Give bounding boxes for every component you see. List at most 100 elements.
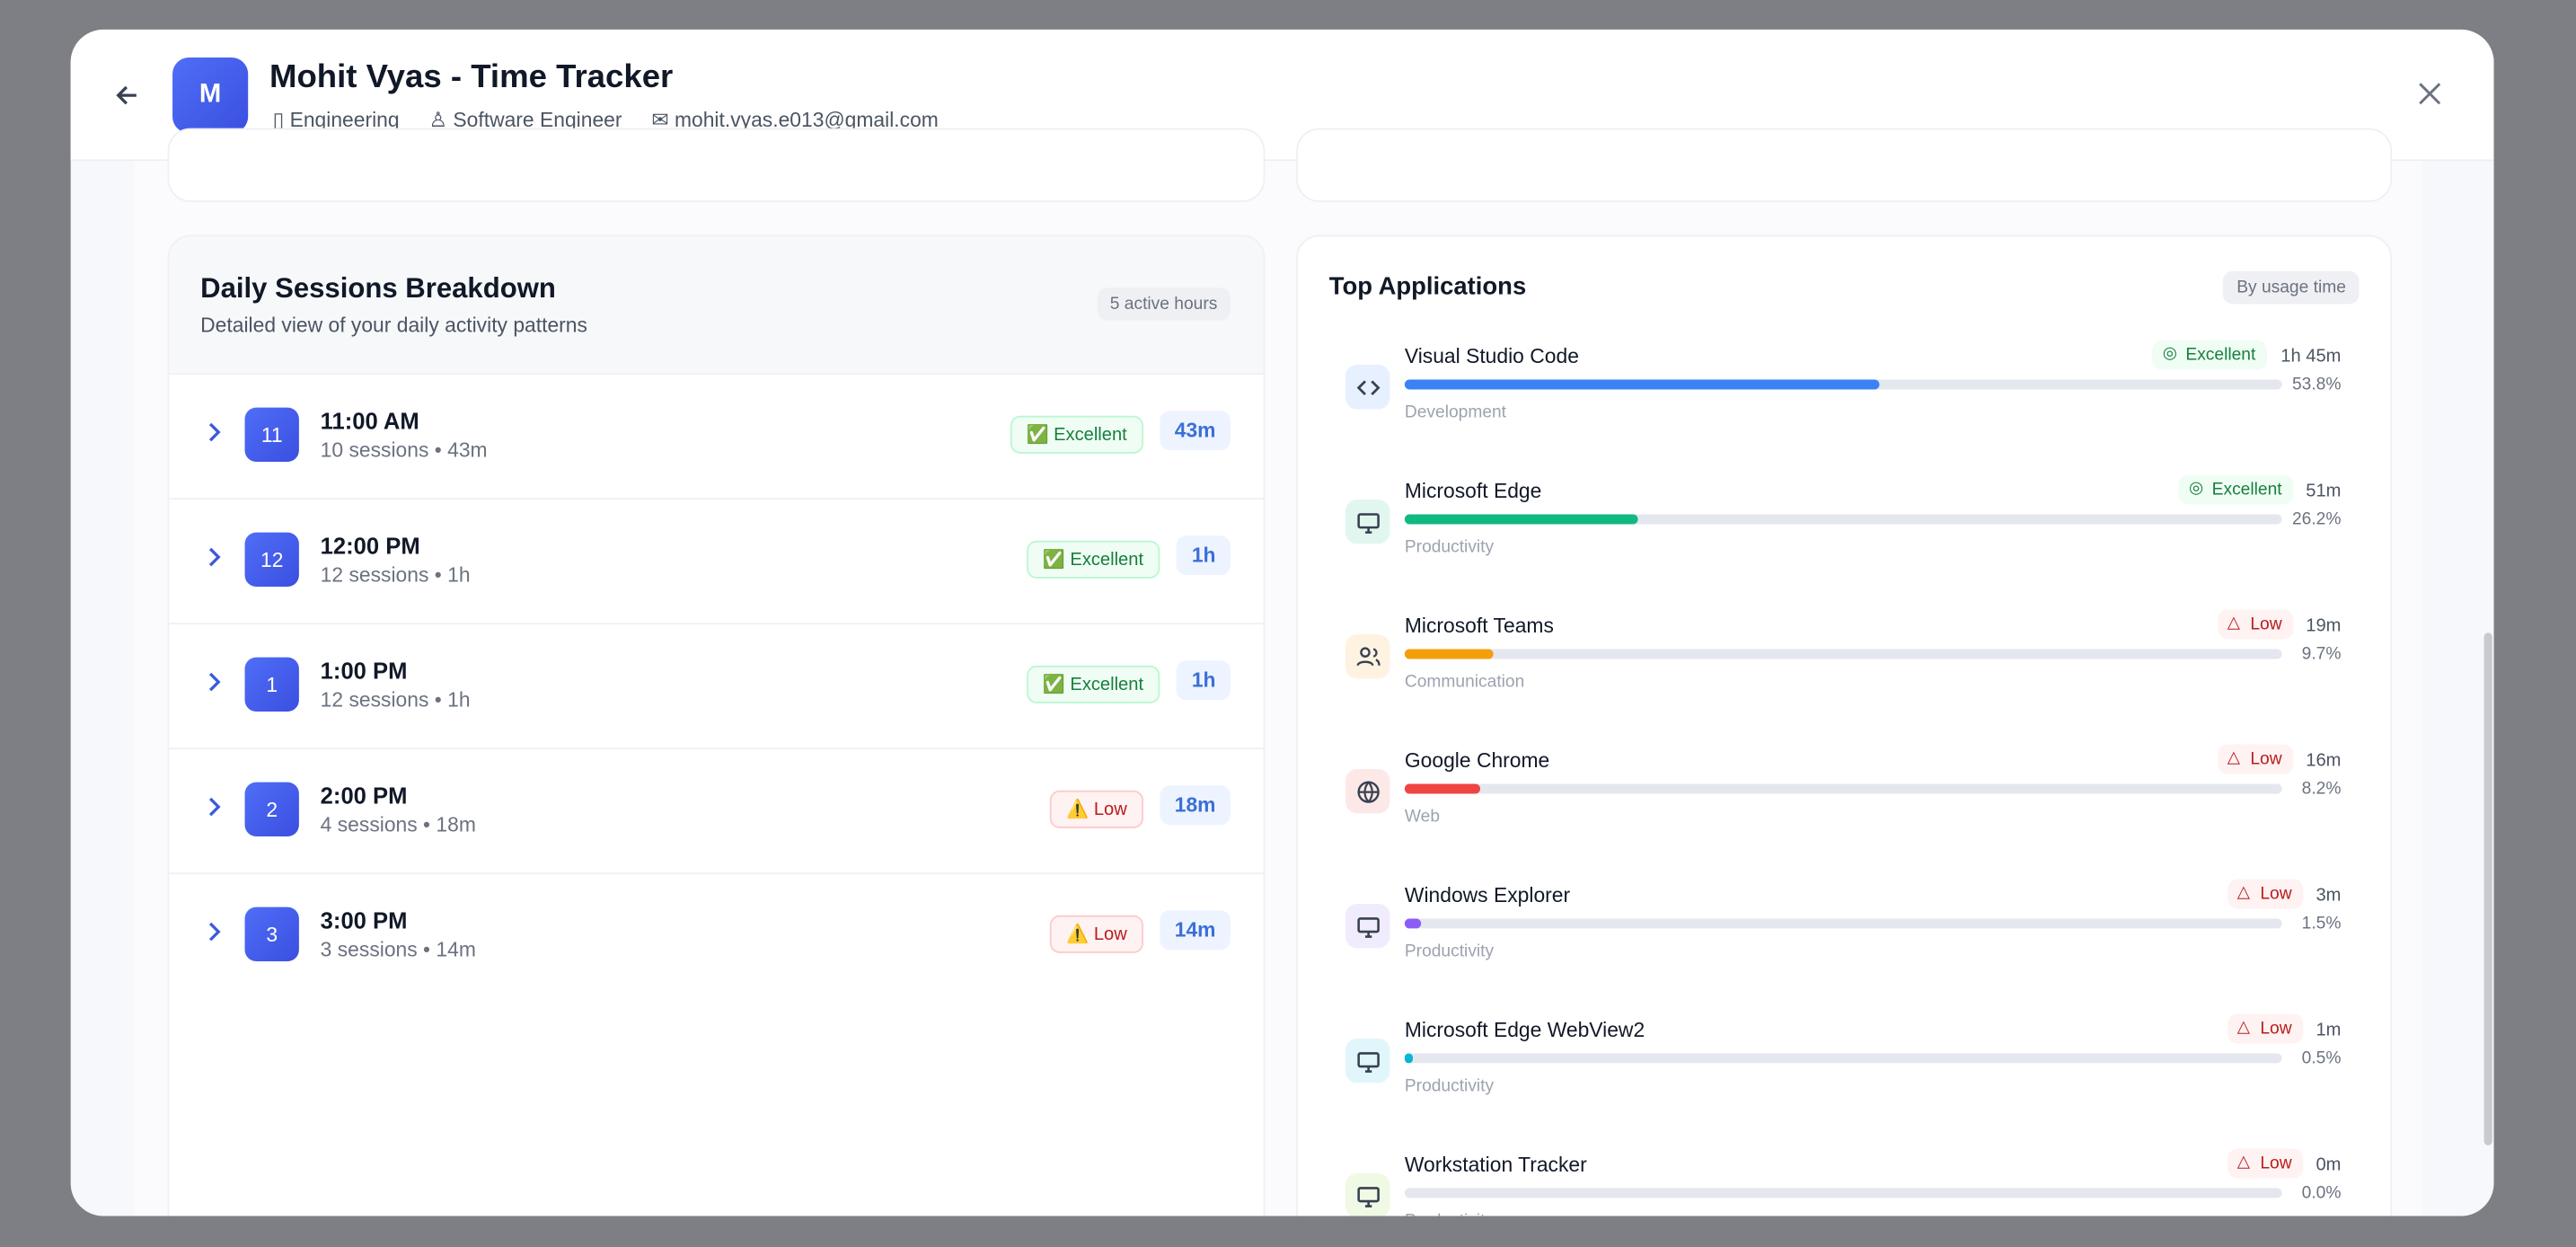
app-bar-track [1404,918,2282,929]
app-category: Communication [1404,672,1525,693]
role: ♙ Software Engineer [428,108,622,132]
app-name: Microsoft Teams [1404,615,1554,638]
apps-badge: By usage time [2223,270,2360,305]
app-status: Low △ [2217,609,2294,640]
app-status: Low △ [2217,744,2294,774]
app-bar [1404,649,1494,659]
email-text: mohit.vyas.e013@gmail.com [674,108,939,132]
app-bar-track [1404,649,2282,659]
back-button[interactable] [113,82,139,108]
app-row[interactable]: Google Chrome 16m Low △ 8.2% Web [1298,744,2390,880]
app-name: Windows Explorer [1404,884,1571,907]
status-icon: △ [2227,615,2240,633]
sessions-badge: 5 active hours [1097,287,1231,321]
modal: M Mohit Vyas - Time Tracker ▯ Engineerin… [70,29,2494,1216]
session-row[interactable]: 12 12:00 PM 12 sessions • 1h ✅ Excellent 1h [169,498,1264,624]
app-row[interactable]: Workstation Tracker 0m Low△ 0.0% Productivit… [1298,1148,2390,1216]
sessions-subtitle: Detailed view of your daily activity pat… [200,314,587,337]
status-pill: ⚠️ Low [1049,915,1144,953]
status-icon: △ [2236,884,2250,903]
app-row[interactable]: Windows Explorer 3m Low △ 1.5% Productivity [1298,879,2390,1015]
app-row[interactable]: Microsoft Edge WebView2 1m Low △ 0.5% Product… [1298,1013,2390,1150]
app-bar-track [1404,379,2282,390]
status-icon: △ [2227,749,2240,768]
chevron[interactable] [206,545,222,573]
department-text: Engineering [289,108,400,132]
hour-badge: 11 [244,407,299,462]
app-icon [1345,365,1390,410]
app-bar-track [1404,1188,2282,1198]
email: ✉ mohit.vyas.e013@gmail.com [651,108,939,132]
session-time: 11:00 AM [320,407,419,434]
app-icon [1345,769,1390,814]
app-share: 1.5% [2301,913,2342,933]
app-category: Productivity [1404,942,1495,962]
app-bar-track [1404,783,2282,794]
hour-badge: 12 [244,532,299,587]
session-row[interactable]: 3 3:00 PM 3 sessions • 14m ⚠️ Low 14m [169,872,1264,999]
sessions-header [169,236,1264,374]
title: Mohit Vyas - Time Tracker [269,58,674,96]
app-share: 0.0% [2301,1182,2342,1203]
app-category: Productivity [1404,537,1495,558]
app-status: Low △ [2227,1148,2304,1179]
scrollbar[interactable] [2483,632,2492,1145]
chevron[interactable] [206,795,222,823]
app-time: 16m [2306,750,2342,771]
app-name: Microsoft Edge WebView2 [1404,1019,1645,1042]
card-top-right [1296,128,2393,202]
status-pill: ✅ Excellent [1026,665,1160,703]
status-icon: △ [2236,1019,2250,1038]
app-category: Web [1404,807,1441,827]
session-detail: 12 sessions • 1h [320,563,471,587]
chevron[interactable] [206,420,222,448]
sessions-card: Daily Sessions Breakdown Detailed view o… [167,234,1266,1216]
app-bar [1404,783,1480,794]
session-row[interactable]: 1 1:00 PM 12 sessions • 1h ✅ Excellent 1h [169,623,1264,749]
app-time: 3m [2316,885,2342,906]
chevron[interactable] [206,670,222,698]
app-category: Productivity [1405,1211,1494,1216]
meta: ▯ Engineering ♙ Software Engineer ✉ mohi… [272,107,939,132]
app-share: 0.5% [2301,1048,2342,1068]
session-detail: 3 sessions • 14m [320,938,476,962]
session-detail: 10 sessions • 43m [320,438,488,462]
status-icon: ◎ [2189,480,2204,499]
session-detail: 4 sessions • 18m [320,813,476,837]
app-time: 19m [2306,615,2342,636]
app-category: Development [1404,402,1507,423]
app-status: Low △ [2227,879,2304,909]
app-share: 26.2% [2291,509,2342,529]
duration-pill: 43m [1160,411,1231,451]
app-bar [1404,1053,1413,1064]
app-category: Productivity [1404,1076,1495,1096]
app-status: Excellent ◎ [2179,474,2294,505]
app-icon [1345,634,1390,679]
app-row[interactable]: Microsoft Teams 19m Low △ 9.7% Communication [1298,609,2390,746]
app-time: 1m [2316,1020,2342,1040]
duration-pill: 1h [1177,660,1231,701]
close-button[interactable] [2418,82,2441,105]
session-row[interactable]: 2 2:00 PM 4 sessions • 18m ⚠️ Low 18m [169,747,1264,874]
app-bar-track [1404,514,2282,525]
app-bar [1404,514,1638,525]
app-name: Workstation Tracker [1404,1154,1587,1177]
app-bar-track [1404,1053,2282,1064]
app-status: Excellent ◎ [2152,340,2268,370]
app-icon [1345,1038,1390,1083]
app-share: 9.7% [2301,643,2342,664]
app-row[interactable]: Visual Studio Code 1h 45m Excellent ◎ 53.8% D… [1298,340,2390,476]
status-icon: △ [2236,1154,2250,1172]
apps-card: Top Applications By usage time Visual St… [1296,234,2393,1216]
session-row[interactable]: 11 11:00 AM 10 sessions • 43m ✅ Excellent 43… [169,373,1264,500]
app-row[interactable]: Microsoft Edge 51m Excellent ◎ 26.2% Producti… [1298,474,2390,611]
hour-badge: 1 [244,657,299,712]
department: ▯ Engineering [272,108,400,132]
chevron[interactable] [206,920,222,948]
hour-badge: 3 [244,907,299,962]
session-time: 1:00 PM [320,657,408,684]
app-icon [1345,500,1390,544]
avatar: M [172,57,249,134]
app-time: 0m [2316,1154,2342,1175]
